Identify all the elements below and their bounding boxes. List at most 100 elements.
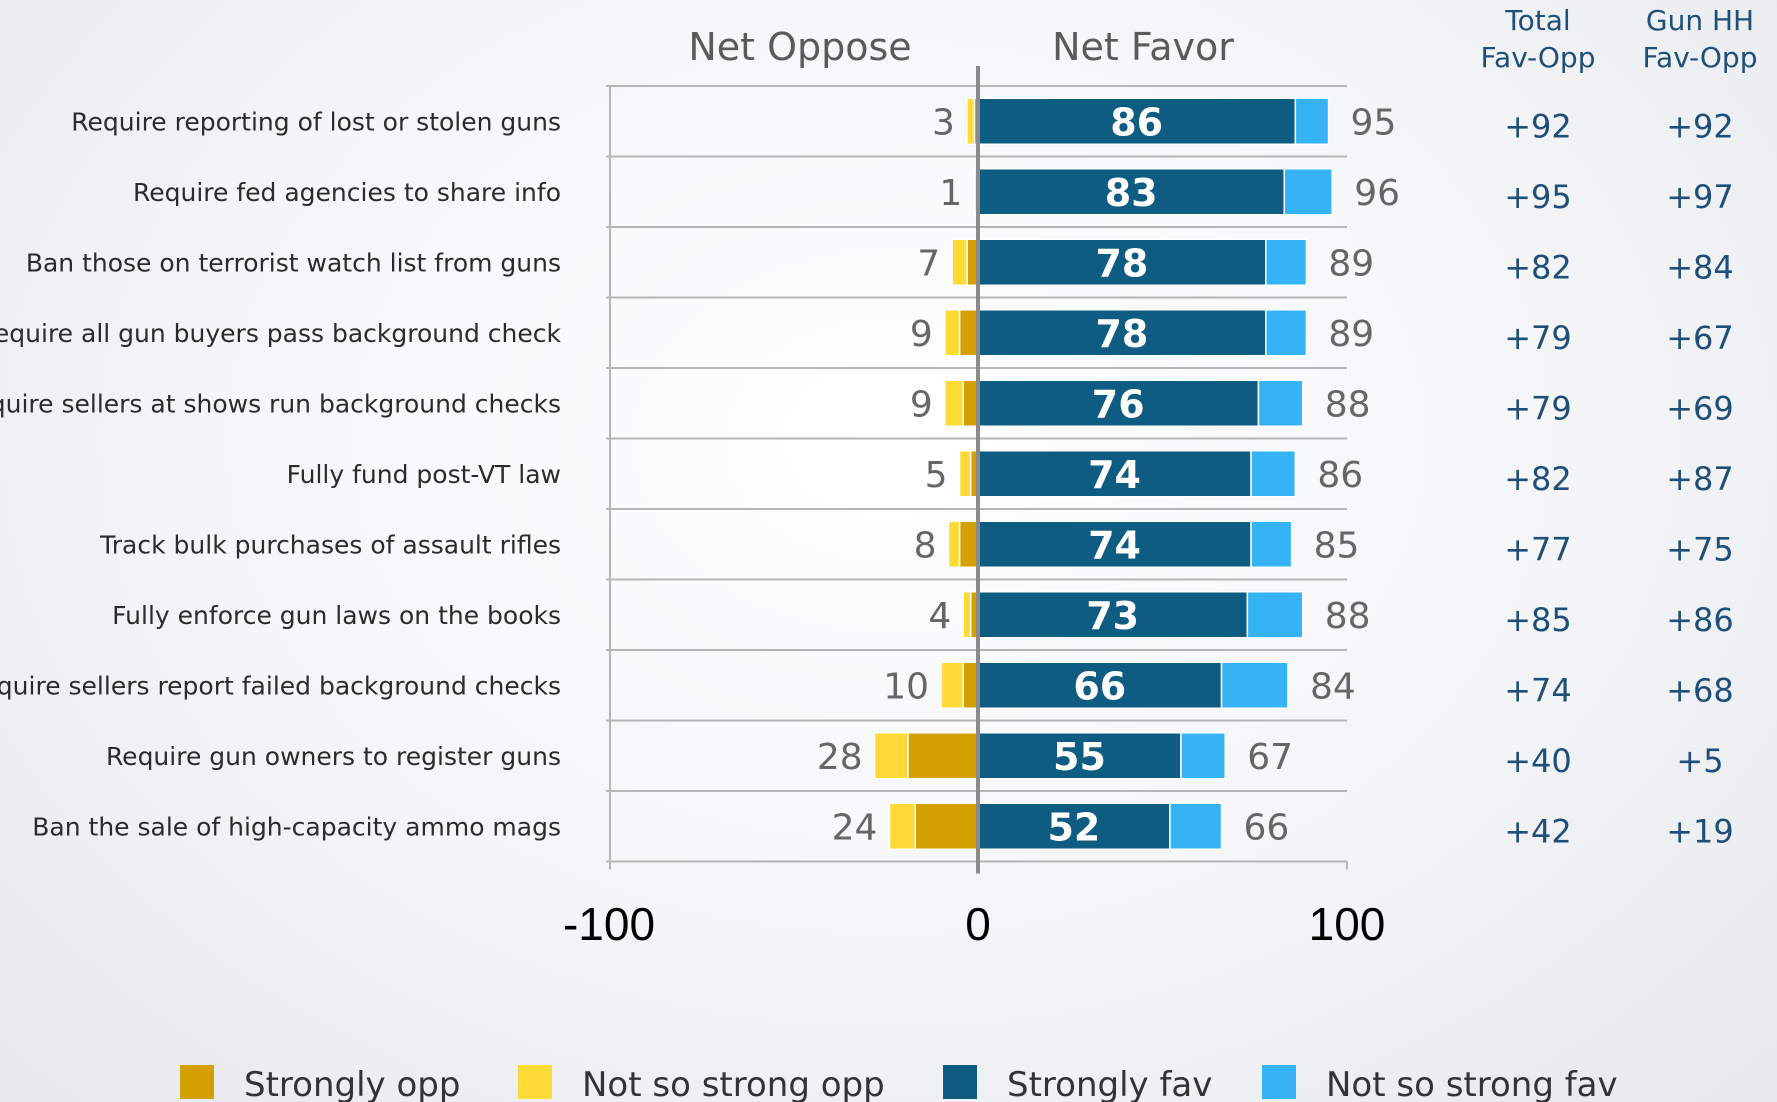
bar-not-so-strong-opp bbox=[962, 591, 972, 639]
strongly-fav-label: 74 bbox=[1088, 523, 1141, 567]
strongly-fav-label: 74 bbox=[1088, 453, 1141, 497]
total-header-line1: Total bbox=[1504, 4, 1570, 37]
bar-not-so-strong-fav bbox=[1257, 379, 1304, 427]
legend-swatch-not-so-strong-opp bbox=[518, 1065, 552, 1099]
total-fav-opp-value: +40 bbox=[1504, 742, 1572, 780]
gunhh-fav-opp-value: +19 bbox=[1666, 812, 1734, 850]
category-label: Track bulk purchases of assault rifles bbox=[99, 530, 561, 559]
bar-not-so-strong-fav bbox=[1265, 309, 1308, 357]
strongly-fav-label: 86 bbox=[1110, 100, 1163, 144]
bar-not-so-strong-opp bbox=[947, 520, 961, 568]
legend-swatch-not-so-strong-fav bbox=[1262, 1065, 1296, 1099]
gunhh-fav-opp-value: +86 bbox=[1666, 601, 1734, 639]
bar-not-so-strong-opp bbox=[940, 661, 964, 709]
bar-not-so-strong-opp bbox=[958, 450, 972, 498]
bar-not-so-strong-opp bbox=[966, 97, 976, 145]
bar-strongly-opp bbox=[962, 379, 979, 427]
bar-not-so-strong-fav bbox=[1169, 802, 1223, 850]
total-fav-opp-value: +79 bbox=[1504, 319, 1572, 357]
bar-strongly-fav bbox=[977, 168, 1286, 216]
legend-label-strongly-opp: Strongly opp bbox=[244, 1065, 460, 1102]
gunhh-fav-opp-value: +69 bbox=[1666, 389, 1734, 427]
bar-not-so-strong-fav bbox=[1220, 661, 1289, 709]
favor-total-label: 88 bbox=[1325, 384, 1371, 425]
bar-strongly-fav bbox=[977, 802, 1171, 850]
bars bbox=[873, 66, 1333, 874]
bar-not-so-strong-opp bbox=[944, 309, 961, 357]
legend: Strongly opp Not so strong opp Strongly fa… bbox=[180, 1065, 1618, 1102]
favor-total-label: 95 bbox=[1351, 102, 1397, 143]
bar-not-so-strong-fav bbox=[1265, 238, 1308, 286]
total-fav-opp-value: +42 bbox=[1504, 812, 1572, 850]
favor-total-label: 66 bbox=[1244, 807, 1290, 848]
category-label: Require gun owners to register guns bbox=[106, 742, 561, 771]
category-label: Require reporting of lost or stolen guns bbox=[71, 107, 561, 136]
total-fav-opp-value: +82 bbox=[1504, 248, 1572, 286]
x-tick-0: 0 bbox=[965, 898, 991, 950]
bar-strongly-fav bbox=[977, 732, 1182, 780]
bar-strongly-fav bbox=[977, 379, 1260, 427]
category-label: Require sellers at shows run background … bbox=[0, 389, 561, 418]
strongly-fav-label: 76 bbox=[1092, 382, 1145, 426]
strongly-fav-label: 78 bbox=[1095, 312, 1148, 356]
favor-total-label: 86 bbox=[1317, 455, 1363, 496]
strongly-fav-label: 78 bbox=[1095, 241, 1148, 285]
labels: Require reporting of lost or stolen guns… bbox=[0, 100, 1734, 850]
oppose-total-label: 3 bbox=[932, 102, 955, 143]
favor-total-label: 67 bbox=[1247, 737, 1293, 778]
total-fav-opp-value: +85 bbox=[1504, 601, 1572, 639]
gunhh-fav-opp-value: +68 bbox=[1666, 671, 1734, 709]
gunhh-fav-opp-value: +5 bbox=[1676, 742, 1723, 780]
bar-strongly-fav bbox=[977, 238, 1267, 286]
bar-not-so-strong-fav bbox=[1250, 450, 1297, 498]
bar-not-so-strong-opp bbox=[888, 802, 917, 850]
bar-not-so-strong-fav bbox=[1294, 97, 1330, 145]
oppose-total-label: 5 bbox=[925, 455, 948, 496]
total-fav-opp-value: +95 bbox=[1504, 178, 1572, 216]
favor-total-label: 88 bbox=[1325, 596, 1371, 637]
bar-strongly-opp bbox=[907, 732, 979, 780]
strongly-fav-label: 73 bbox=[1086, 594, 1139, 638]
gunhh-header-line2: Fav-Opp bbox=[1643, 41, 1758, 74]
gunhh-fav-opp-value: +92 bbox=[1666, 107, 1734, 145]
total-fav-opp-value: +92 bbox=[1504, 107, 1572, 145]
legend-swatch-strongly-opp bbox=[180, 1065, 214, 1099]
oppose-total-label: 7 bbox=[917, 243, 940, 284]
category-label: Ban those on terrorist watch list from g… bbox=[26, 248, 561, 277]
bar-strongly-fav bbox=[977, 309, 1267, 357]
favor-total-label: 96 bbox=[1354, 173, 1400, 214]
bar-strongly-opp bbox=[958, 309, 979, 357]
gunhh-fav-opp-value: +97 bbox=[1666, 178, 1734, 216]
oppose-total-label: 4 bbox=[928, 596, 951, 637]
oppose-total-label: 1 bbox=[939, 173, 962, 214]
bar-strongly-opp bbox=[958, 520, 979, 568]
category-label: Fully enforce gun laws on the books bbox=[112, 601, 561, 630]
bar-strongly-opp bbox=[962, 661, 979, 709]
strongly-fav-label: 52 bbox=[1047, 805, 1100, 849]
net-favor-header: Net Favor bbox=[1052, 25, 1234, 69]
favor-total-label: 89 bbox=[1328, 243, 1374, 284]
bar-not-so-strong-opp bbox=[973, 168, 977, 216]
favor-total-label: 84 bbox=[1310, 666, 1356, 707]
total-fav-opp-value: +77 bbox=[1504, 530, 1572, 568]
strongly-fav-label: 83 bbox=[1105, 171, 1158, 215]
x-tick-minus-100: -100 bbox=[563, 898, 655, 950]
bar-not-so-strong-fav bbox=[1283, 168, 1333, 216]
oppose-total-label: 9 bbox=[910, 314, 933, 355]
bar-not-so-strong-fav bbox=[1180, 732, 1226, 780]
total-fav-opp-value: +74 bbox=[1504, 671, 1572, 709]
oppose-total-label: 28 bbox=[817, 737, 863, 778]
legend-label-strongly-fav: Strongly fav bbox=[1007, 1065, 1212, 1102]
category-label: Ban the sale of high-capacity ammo mags bbox=[32, 812, 561, 841]
total-fav-opp-value: +79 bbox=[1504, 389, 1572, 427]
category-label: Fully fund post-VT law bbox=[287, 460, 561, 489]
category-label: Require fed agencies to share info bbox=[133, 178, 561, 207]
legend-swatch-strongly-fav bbox=[943, 1065, 977, 1099]
bar-not-so-strong-fav bbox=[1250, 520, 1293, 568]
net-oppose-header: Net Oppose bbox=[688, 25, 911, 69]
oppose-total-label: 8 bbox=[914, 525, 937, 566]
x-tick-100: 100 bbox=[1309, 898, 1386, 950]
category-label: Require all gun buyers pass background c… bbox=[0, 319, 562, 348]
total-fav-opp-value: +82 bbox=[1504, 460, 1572, 498]
